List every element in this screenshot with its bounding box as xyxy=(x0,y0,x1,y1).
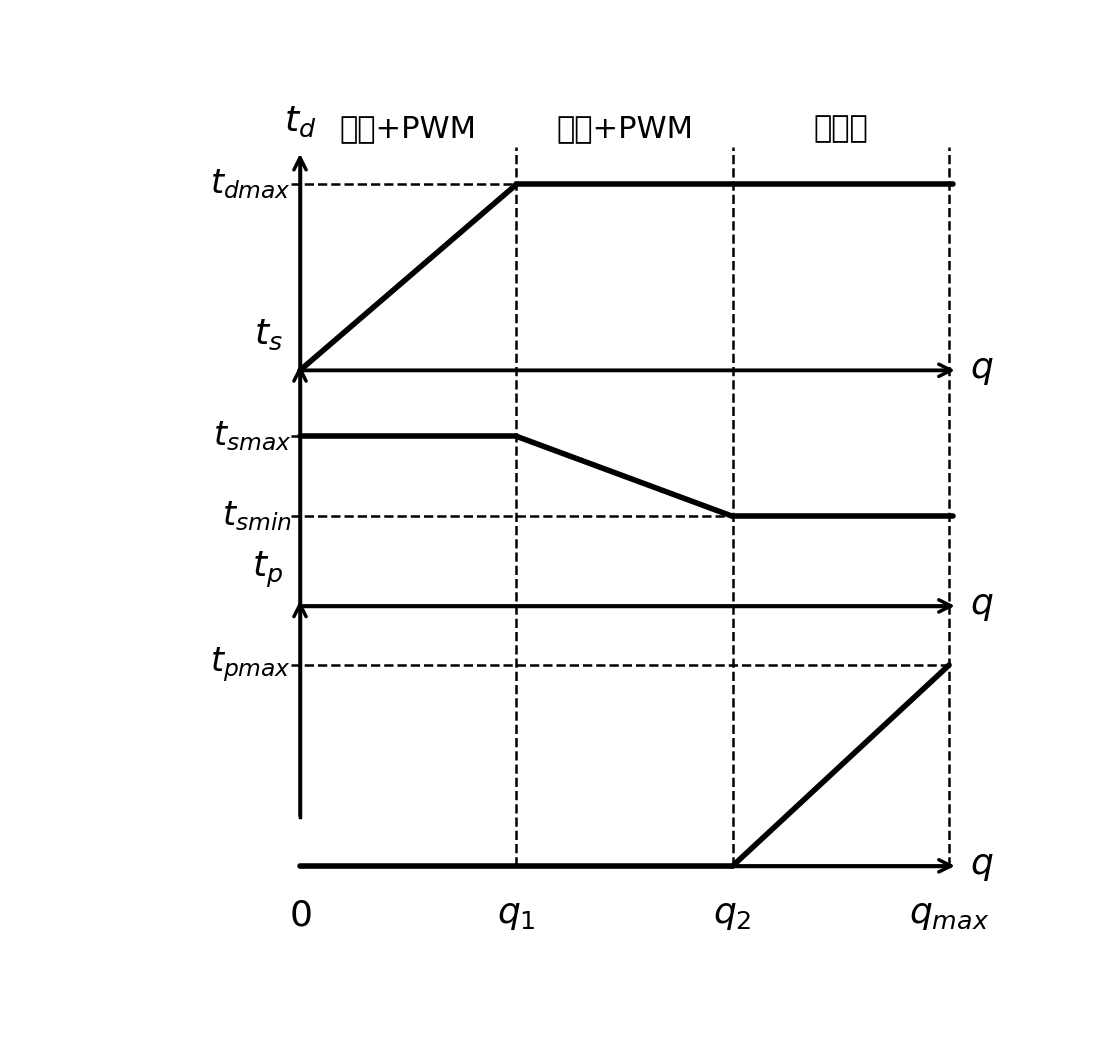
Text: $t_d$: $t_d$ xyxy=(284,104,316,139)
Text: $q$: $q$ xyxy=(971,353,994,387)
Text: $0$: $0$ xyxy=(289,899,312,933)
Text: $t_{smax}$: $t_{smax}$ xyxy=(213,420,291,453)
Text: $q$: $q$ xyxy=(971,849,994,883)
Text: 单移相: 单移相 xyxy=(813,114,868,142)
Text: $q_{max}$: $q_{max}$ xyxy=(909,899,990,933)
Text: $t_{smin}$: $t_{smin}$ xyxy=(222,499,291,533)
Text: $q_1$: $q_1$ xyxy=(497,899,536,933)
Text: $q$: $q$ xyxy=(971,589,994,622)
Text: $t_p$: $t_p$ xyxy=(252,550,283,590)
Text: 恒频+PWM: 恒频+PWM xyxy=(339,114,477,142)
Text: $q_2$: $q_2$ xyxy=(713,899,752,933)
Text: $t_s$: $t_s$ xyxy=(255,319,283,352)
Text: $t_{pmax}$: $t_{pmax}$ xyxy=(210,646,291,685)
Text: 变频+PWM: 变频+PWM xyxy=(557,114,693,142)
Text: $t_{dmax}$: $t_{dmax}$ xyxy=(210,168,291,202)
